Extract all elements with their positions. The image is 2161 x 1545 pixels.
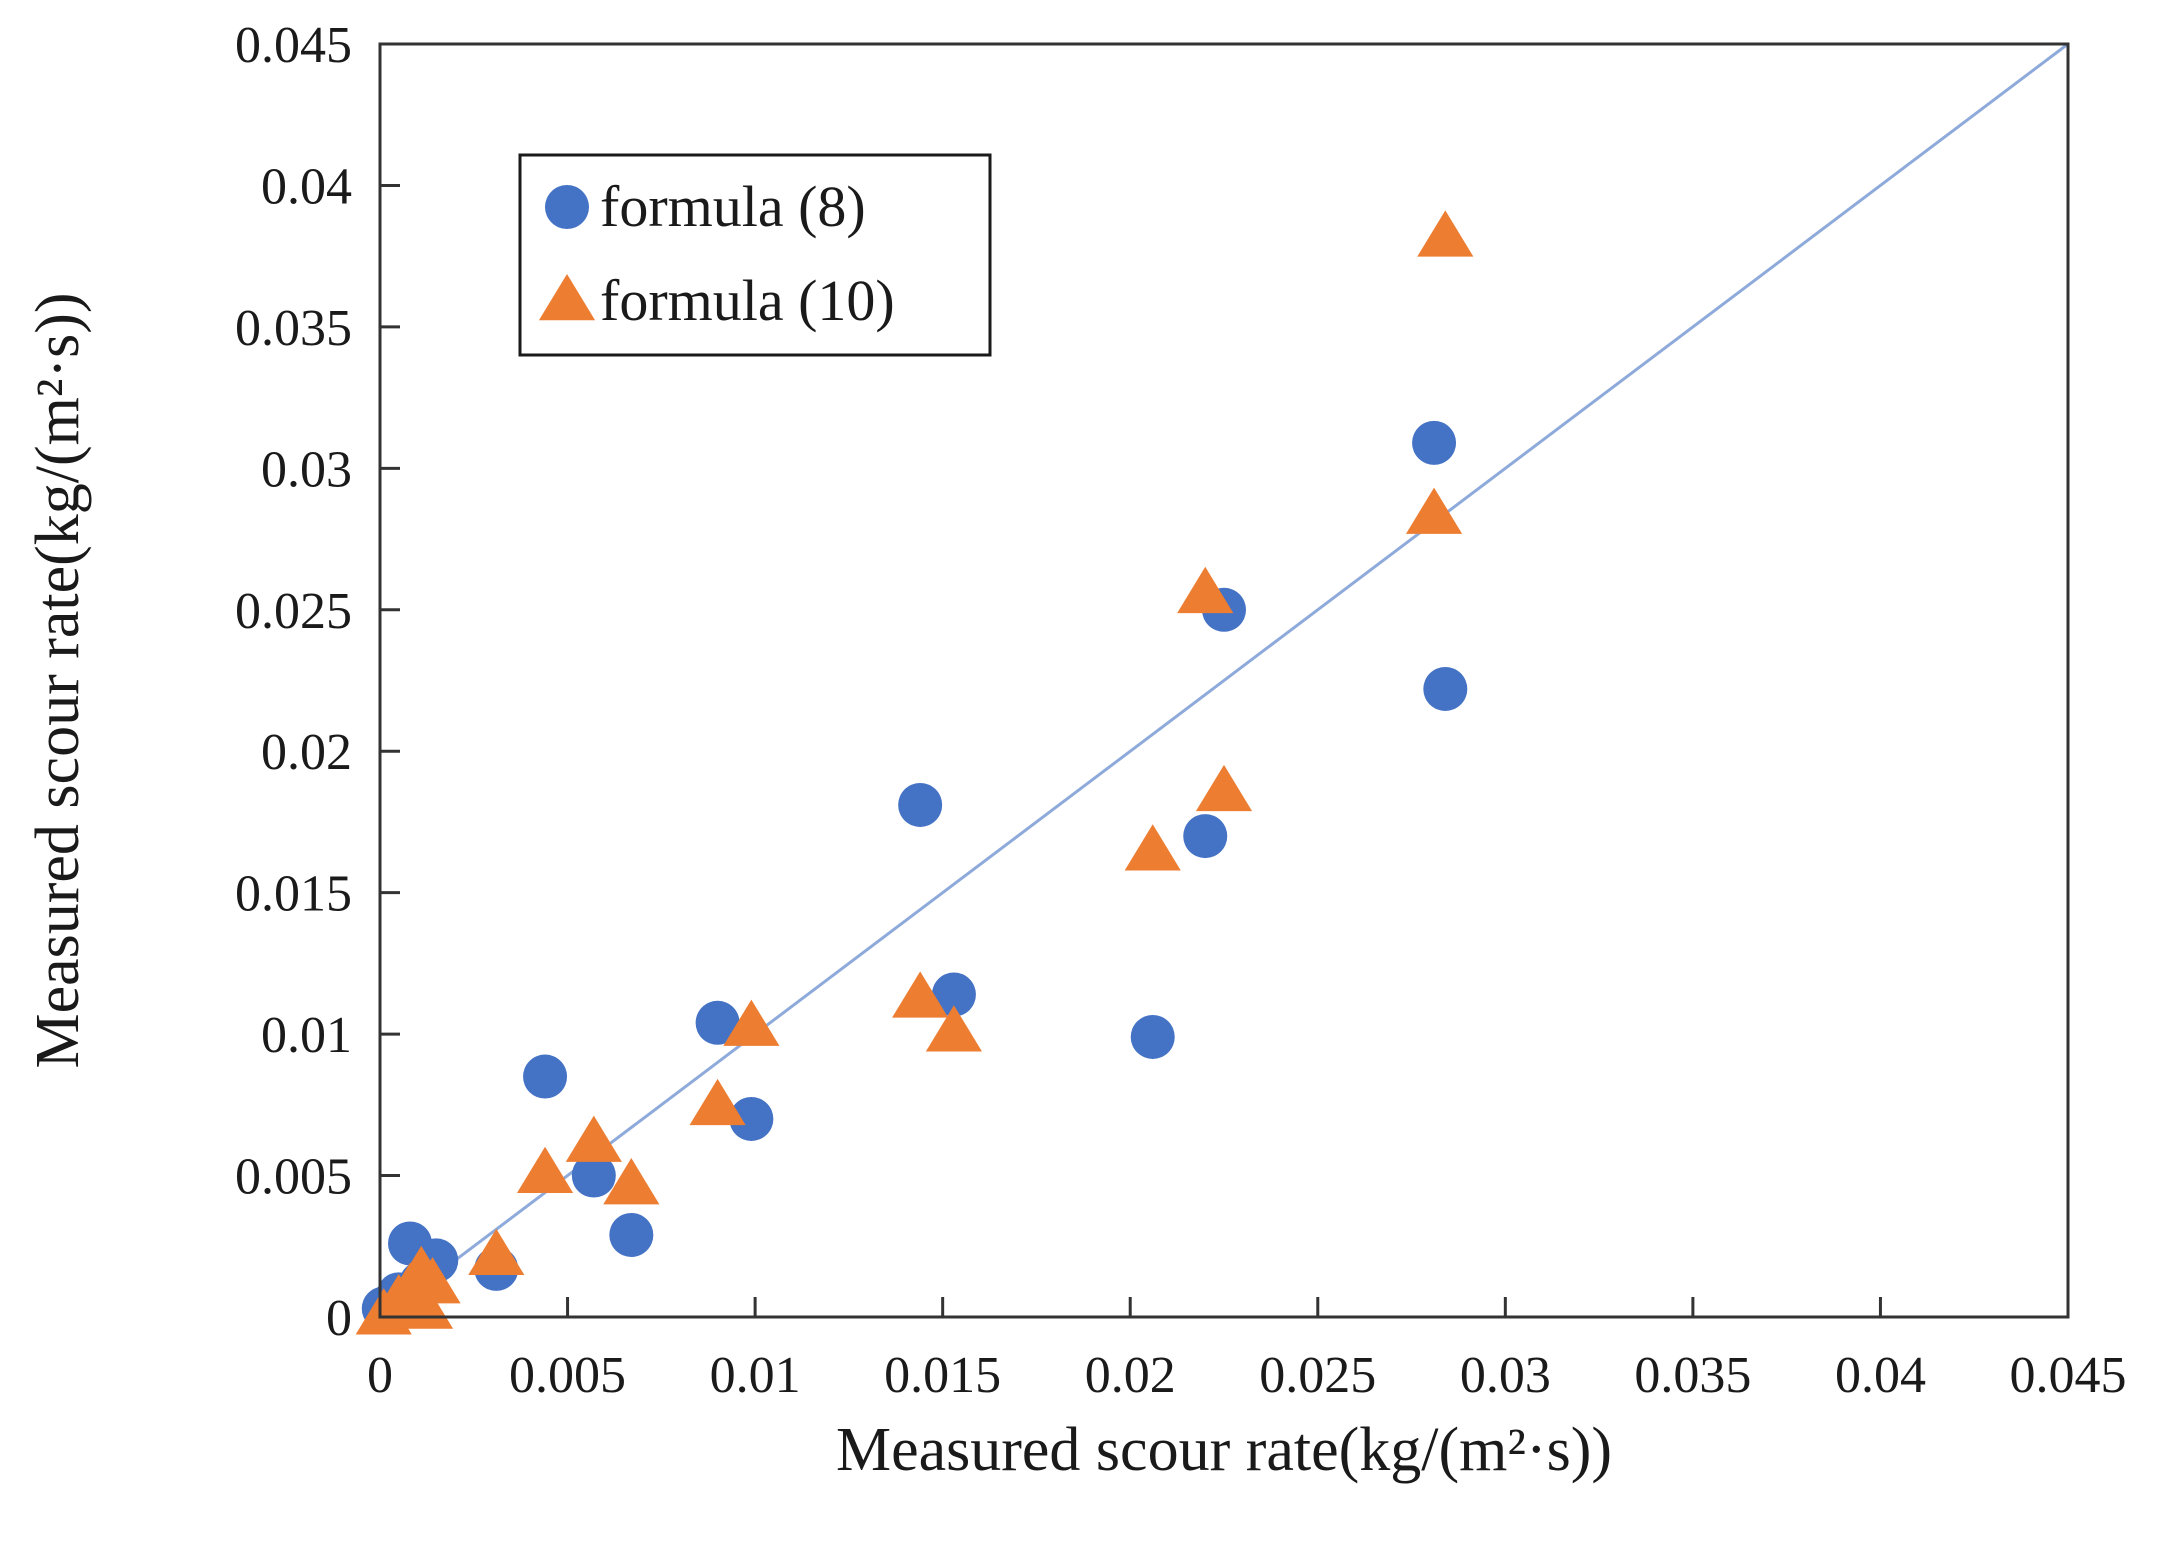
y-tick-label: 0.005 (235, 1149, 352, 1206)
data-point-formula-10 (723, 999, 780, 1046)
x-tick-label: 0.03 (1460, 1347, 1551, 1404)
x-tick-label: 0.045 (2010, 1347, 2127, 1404)
legend-label-formula-8: formula (8) (600, 174, 866, 239)
data-point-formula-8 (695, 1000, 740, 1045)
y-tick-label: 0.025 (235, 583, 352, 640)
plot-area-frame (378, 42, 2070, 1319)
data-point-formula-10 (689, 1078, 746, 1126)
x-axis-title: Measured scour rate(kg/(m²·s)) (836, 1416, 1612, 1484)
data-point-formula-8 (931, 972, 976, 1017)
x-tick-label: 0.005 (509, 1347, 626, 1404)
data-point-formula-8 (898, 782, 943, 827)
axis-ticks-layer: 0 0.005 0.01 0.015 0.02 0.025 0.03 0.035 0.04 0.0… (235, 17, 2127, 1404)
data-point-formula-8 (729, 1096, 774, 1141)
legend-label-formula-10: formula (10) (600, 268, 895, 333)
data-point-formula-8 (1130, 1014, 1175, 1059)
data-point-formula-10 (1195, 764, 1253, 812)
data-point-formula-10 (1177, 566, 1234, 614)
data-point-formula-8 (523, 1054, 568, 1099)
reference-line-layer (379, 42, 2069, 1319)
data-point-formula-10 (468, 1228, 525, 1276)
data-point-formula-10 (1417, 210, 1474, 257)
y-tick-label: 0.035 (235, 300, 352, 357)
y-tick-label: 0.01 (261, 1007, 352, 1064)
data-point-formula-10 (404, 1257, 461, 1304)
data-point-formula-10 (892, 971, 949, 1018)
data-point-formula-8 (1423, 666, 1468, 711)
y-axis-title: Measured scour rate(kg/(m²·s)) (24, 292, 92, 1068)
legend-marker-formula-8 (545, 185, 589, 229)
data-point-formula-10 (603, 1158, 660, 1205)
data-point-formula-10 (516, 1146, 574, 1194)
data-marks-layer (355, 210, 1474, 1335)
x-tick-label: 0.04 (1835, 1347, 1926, 1404)
y-tick-label: 0.015 (235, 866, 352, 923)
x-tick-label: 0.035 (1634, 1347, 1751, 1404)
data-point-formula-8 (571, 1153, 616, 1198)
data-point-formula-8 (1412, 420, 1457, 465)
x-tick-label: 0.02 (1085, 1347, 1176, 1404)
y-tick-label: 0.02 (261, 724, 352, 781)
x-tick-label: 0 (367, 1347, 393, 1404)
x-tick-label: 0.025 (1259, 1347, 1376, 1404)
data-point-formula-10 (925, 1005, 982, 1052)
y-tick-label: 0.045 (235, 17, 352, 74)
y-tick-label: 0.04 (261, 158, 352, 215)
legend-box (518, 153, 992, 357)
x-tick-label: 0.01 (710, 1347, 801, 1404)
y-tick-label: 0.03 (261, 441, 352, 498)
legend-marker-formula-10 (538, 274, 596, 321)
data-point-formula-8 (609, 1212, 654, 1257)
y-tick-label: 0 (326, 1290, 352, 1347)
data-point-formula-10 (1405, 487, 1463, 534)
reference-line-y-equals-x (379, 42, 2069, 1319)
data-point-formula-10 (1124, 824, 1181, 871)
data-point-formula-10 (565, 1115, 622, 1162)
data-point-formula-8 (1183, 814, 1228, 859)
legend: formula (8) formula (10) (518, 153, 992, 357)
x-tick-label: 0.015 (884, 1347, 1001, 1404)
